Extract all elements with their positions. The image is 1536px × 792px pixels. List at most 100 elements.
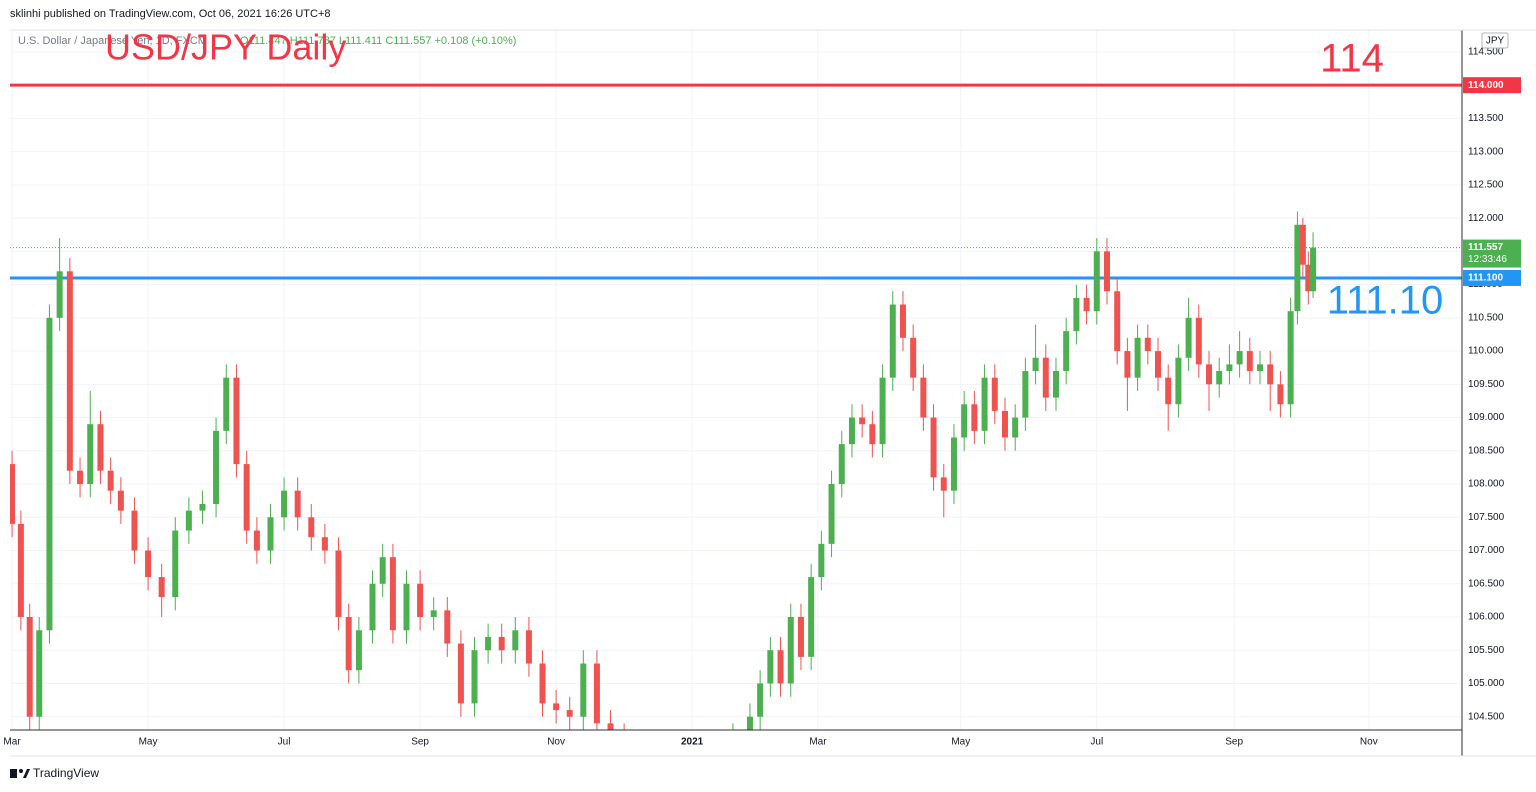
candle-body <box>471 650 478 704</box>
candle-body <box>158 577 165 598</box>
candle-body <box>899 304 906 338</box>
candle-body <box>1103 251 1110 292</box>
y-tick-label: 107.500 <box>1468 512 1505 523</box>
candle-body <box>77 470 84 485</box>
y-tick-label: 110.500 <box>1468 312 1504 323</box>
y-tick-label: 113.500 <box>1468 113 1504 124</box>
candle-body <box>243 464 250 531</box>
last-price-tag <box>1463 239 1521 268</box>
candle-body <box>1175 357 1182 405</box>
candle-body <box>940 477 947 491</box>
candle-body <box>1114 291 1121 352</box>
candle-body <box>1195 317 1202 365</box>
candle-body <box>777 650 784 684</box>
candle-body <box>808 577 815 657</box>
candle-body <box>889 304 896 378</box>
candle-body <box>593 663 600 724</box>
y-tick-label: 112.000 <box>1468 213 1504 224</box>
candle-body <box>1063 331 1070 372</box>
candle-body <box>97 424 104 471</box>
y-tick-label: 108.500 <box>1468 445 1505 456</box>
candle-body <box>87 424 94 485</box>
y-tick-label: 104.500 <box>1468 711 1505 722</box>
candle-body <box>869 424 876 445</box>
candle-body <box>1287 311 1294 405</box>
y-tick-label: 114.500 <box>1468 47 1504 58</box>
candle-body <box>233 377 240 465</box>
ohlc-legend: O111.447 H111.787 L111.411 C111.557 +0.1… <box>240 35 516 47</box>
countdown: 12:33:46 <box>1468 254 1507 265</box>
x-tick-label: Mar <box>809 737 827 748</box>
candle-body <box>1206 364 1213 385</box>
candle-body <box>355 630 362 671</box>
candle-body <box>131 510 138 551</box>
candle-body <box>1267 364 1274 385</box>
candle-body <box>1032 357 1039 372</box>
level-annotation: 114 <box>1320 37 1384 81</box>
logo-mark <box>10 769 17 778</box>
candle-body <box>879 377 886 445</box>
level-tag <box>1463 269 1521 286</box>
candle-body <box>294 490 301 518</box>
candle-body <box>345 616 352 671</box>
candle-body <box>991 377 998 411</box>
candle-body <box>512 630 519 651</box>
candle-body <box>981 377 988 431</box>
candle-body <box>1022 371 1029 418</box>
candle-body <box>1052 371 1059 398</box>
candle-body <box>444 610 451 644</box>
x-tick-label: Sep <box>1225 737 1243 748</box>
candle-body <box>403 583 410 631</box>
candle-body <box>1185 317 1192 358</box>
candle-body <box>1165 377 1172 405</box>
candle-body <box>26 616 33 717</box>
candle-body <box>223 377 230 431</box>
x-tick-label: Nov <box>547 737 565 748</box>
candle-body <box>335 550 342 617</box>
candle-body <box>172 530 179 598</box>
candle-body <box>1154 351 1161 378</box>
candle-body <box>66 271 73 471</box>
level-tag-label: 111.100 <box>1468 273 1503 284</box>
candle-body <box>525 630 532 664</box>
candle-body <box>910 337 917 378</box>
candle-body <box>961 404 968 438</box>
candle-body <box>1216 371 1223 385</box>
candle-body <box>117 490 124 511</box>
candle-body <box>389 557 396 631</box>
y-tick-label: 105.500 <box>1468 645 1505 656</box>
candle-body <box>281 490 288 518</box>
candle-body <box>757 683 764 717</box>
x-tick-label: May <box>139 737 158 748</box>
candle-body <box>787 616 794 684</box>
candle-body <box>1294 224 1301 312</box>
candle-body <box>1093 251 1100 312</box>
x-tick-label: Jul <box>278 737 291 748</box>
candle-body <box>1073 297 1080 332</box>
logo-mark <box>19 769 23 773</box>
candle-body <box>1236 351 1243 365</box>
candle-body <box>1246 351 1253 372</box>
candle-body <box>1134 337 1141 378</box>
levels: 114 111.10 <box>10 37 1462 323</box>
candle-body <box>267 517 274 551</box>
candle-body <box>859 417 866 425</box>
x-tick-label: 2021 <box>681 737 704 748</box>
candle-body <box>971 404 978 431</box>
candle-body <box>930 417 937 478</box>
y-tick-label: 109.500 <box>1468 379 1505 390</box>
y-tick-label: 108.000 <box>1468 479 1505 490</box>
candle-body <box>1310 247 1317 292</box>
level-tag <box>1463 77 1521 94</box>
y-tick-label: 106.500 <box>1468 578 1505 589</box>
candle-body <box>199 503 206 511</box>
y-tick-label: 110.000 <box>1468 346 1504 357</box>
brand: TradingView <box>10 766 99 780</box>
candle-body <box>920 377 927 418</box>
candle-body <box>1083 297 1090 312</box>
time-axis: Mar May Jul Sep Nov 2021 Mar May Jul Sep Nov <box>3 737 1377 748</box>
candle-body <box>498 636 505 651</box>
chart-title: USD/JPY Daily <box>105 27 346 68</box>
candle-body <box>1299 224 1306 265</box>
candle-body <box>145 550 152 578</box>
